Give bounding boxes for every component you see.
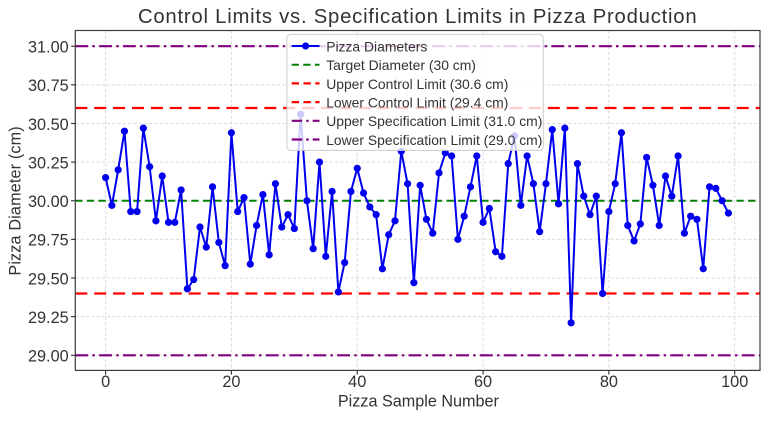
svg-text:29.25: 29.25: [28, 309, 69, 327]
svg-text:0: 0: [101, 373, 110, 391]
svg-text:40: 40: [348, 373, 366, 391]
svg-text:100: 100: [721, 373, 748, 391]
svg-text:29.50: 29.50: [28, 270, 69, 288]
svg-text:Lower Specification Limit (29.: Lower Specification Limit (29.0 cm): [326, 132, 542, 148]
svg-text:31.00: 31.00: [28, 39, 69, 57]
svg-text:Control Limits vs. Specificati: Control Limits vs. Specification Limits …: [138, 6, 697, 28]
svg-text:Upper Control Limit (30.6 cm): Upper Control Limit (30.6 cm): [326, 76, 508, 92]
svg-text:Upper Specification Limit (31.: Upper Specification Limit (31.0 cm): [326, 113, 542, 129]
svg-text:Lower Control Limit (29.4 cm): Lower Control Limit (29.4 cm): [326, 95, 508, 111]
svg-text:Pizza Sample Number: Pizza Sample Number: [338, 392, 500, 410]
svg-text:Pizza Diameter (cm): Pizza Diameter (cm): [7, 126, 25, 275]
svg-text:Pizza Diameters: Pizza Diameters: [326, 38, 427, 54]
svg-text:30.00: 30.00: [28, 193, 69, 211]
svg-text:80: 80: [600, 373, 618, 391]
svg-text:60: 60: [474, 373, 492, 391]
svg-text:30.25: 30.25: [28, 154, 69, 172]
svg-text:29.00: 29.00: [28, 348, 69, 366]
svg-text:20: 20: [222, 373, 240, 391]
svg-text:29.75: 29.75: [28, 232, 69, 250]
svg-text:30.75: 30.75: [28, 77, 69, 95]
svg-text:30.50: 30.50: [28, 116, 69, 134]
svg-text:Target Diameter (30 cm): Target Diameter (30 cm): [326, 57, 476, 73]
